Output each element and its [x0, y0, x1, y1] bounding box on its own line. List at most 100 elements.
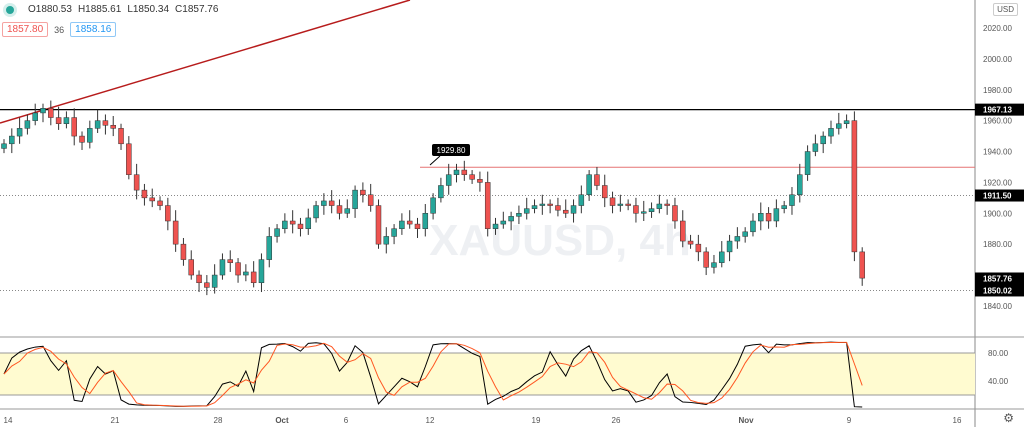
candle	[196, 274, 202, 284]
candle	[328, 200, 335, 206]
candle	[375, 205, 382, 245]
candle	[414, 223, 421, 229]
candle	[711, 262, 717, 268]
candle	[789, 194, 795, 206]
time-tick: 16	[953, 416, 962, 425]
candle	[48, 108, 54, 118]
candle	[719, 251, 725, 263]
candle	[609, 197, 616, 206]
price-label: 1850.02	[983, 286, 1012, 295]
candle	[211, 274, 218, 288]
candle	[180, 243, 187, 260]
candle	[640, 211, 647, 214]
candle	[391, 228, 397, 237]
candle	[360, 189, 366, 196]
candle	[742, 231, 748, 237]
candle	[305, 217, 312, 229]
candle	[94, 120, 101, 129]
candle	[758, 213, 764, 222]
candle	[102, 120, 109, 126]
candle	[118, 128, 124, 145]
candle	[430, 197, 436, 214]
time-tick: 21	[111, 416, 120, 425]
candle	[9, 135, 15, 145]
candle	[399, 220, 405, 229]
candle	[110, 125, 116, 129]
candle	[820, 135, 826, 145]
price-tick: 1980.00	[983, 86, 1012, 95]
candle	[235, 262, 241, 276]
candle	[344, 208, 351, 214]
candle	[469, 174, 475, 180]
candle	[680, 220, 686, 242]
candle	[352, 189, 358, 209]
candle	[188, 259, 194, 276]
candle	[804, 151, 811, 175]
candle	[836, 123, 842, 129]
candle	[828, 128, 834, 137]
candle	[797, 174, 803, 196]
time-tick: 12	[426, 416, 435, 425]
candle	[672, 205, 678, 222]
symbol-watermark: XAUUSD, 4h	[429, 216, 691, 265]
candle	[851, 120, 858, 253]
price-label: 1967.13	[983, 106, 1012, 115]
candle	[586, 174, 592, 196]
candle	[812, 143, 819, 152]
candle	[141, 189, 148, 199]
currency-button[interactable]: USD	[993, 3, 1018, 16]
candle	[79, 135, 85, 143]
candle	[562, 209, 569, 214]
time-tick: 9	[847, 416, 852, 425]
stoch-tick: 80.00	[988, 349, 1009, 358]
candle	[133, 174, 140, 191]
time-tick: 19	[532, 416, 541, 425]
trend-line	[0, 0, 411, 124]
candle	[250, 271, 257, 284]
candle	[71, 117, 77, 137]
candle	[843, 120, 850, 124]
time-tick: 14	[4, 416, 13, 425]
price-tick: 1880.00	[983, 240, 1012, 249]
settings-gear-icon[interactable]: ⚙	[1003, 411, 1014, 425]
candle	[773, 208, 780, 222]
candle	[687, 240, 694, 245]
candle	[516, 213, 522, 217]
candle	[406, 220, 413, 225]
candle	[258, 259, 265, 284]
candle	[336, 205, 343, 214]
candle	[172, 220, 179, 245]
candle	[445, 174, 452, 186]
callout-pointer	[429, 155, 441, 166]
price-tick: 1920.00	[983, 178, 1012, 187]
candle	[16, 128, 23, 137]
price-label-box	[975, 272, 1024, 285]
candle	[523, 208, 530, 214]
price-label-box	[975, 189, 1024, 202]
price-label: 1857.76	[983, 274, 1012, 283]
price-tick: 1960.00	[983, 117, 1012, 126]
price-tick: 1840.00	[983, 302, 1012, 311]
open-value: O1880.53	[28, 4, 72, 15]
candle	[625, 203, 631, 206]
candle	[438, 185, 444, 199]
candle	[87, 128, 93, 143]
candle	[243, 271, 249, 276]
candle	[648, 208, 655, 212]
buy-button[interactable]: 1858.16	[70, 22, 117, 37]
market-status-icon	[6, 5, 14, 14]
price-tick: 1900.00	[983, 209, 1012, 218]
time-tick: Oct	[275, 416, 289, 425]
candle	[204, 282, 210, 288]
candle	[734, 236, 741, 242]
sell-button[interactable]: 1857.80	[2, 22, 49, 37]
candle	[555, 205, 561, 211]
candle	[492, 223, 499, 229]
low-value: L1850.34	[127, 4, 170, 15]
candle	[274, 228, 280, 237]
candle	[633, 205, 639, 214]
ohlc-legend: O1880.53 H1885.61 L1850.34 C1857.76	[6, 4, 218, 15]
price-tick: 2000.00	[983, 55, 1012, 64]
candle	[383, 236, 390, 245]
